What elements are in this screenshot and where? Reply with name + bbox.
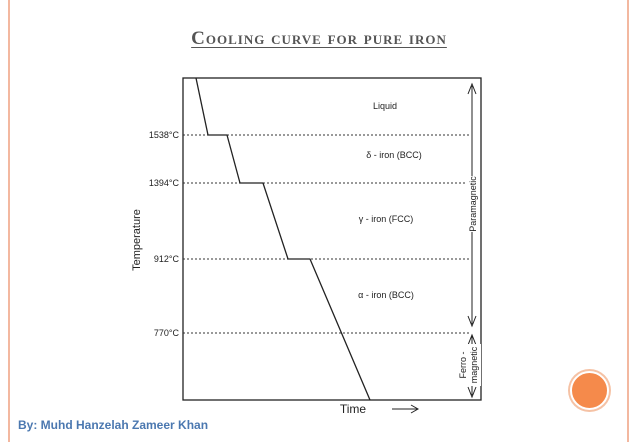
ferromagnetic-label-line1: Ferro -	[458, 351, 468, 378]
temp-label-770: 770°C	[154, 328, 180, 338]
ferromagnetic-label-gap	[459, 344, 481, 386]
ferromagnetic-arrow-up	[467, 333, 477, 346]
x-axis-label: Time	[340, 402, 367, 416]
phase-gamma-iron: γ - iron (FCC)	[359, 214, 414, 224]
cooling-curve-line	[195, 77, 371, 401]
ferromagnetic-arrow-down	[467, 386, 477, 399]
paramagnetic-arrow-up	[467, 82, 477, 95]
phase-liquid: Liquid	[373, 101, 397, 111]
phase-alpha-iron: α - iron (BCC)	[358, 290, 414, 300]
paramagnetic-arrow-down	[467, 315, 477, 328]
left-border-line	[8, 0, 10, 442]
phase-delta-iron: δ - iron (BCC)	[366, 150, 422, 160]
author-credit: By: Muhd Hanzelah Zameer Khan	[18, 418, 209, 432]
ferromagnetic-label-line2: magnetic	[469, 346, 479, 383]
temp-label-1538: 1538°C	[149, 130, 180, 140]
time-arrow-head	[410, 404, 420, 414]
right-border-line	[627, 0, 629, 442]
paramagnetic-label-gap	[466, 176, 478, 232]
temp-label-912: 912°C	[154, 254, 180, 264]
temp-label-1394: 1394°C	[149, 178, 180, 188]
slide-title: Cooling curve for pure iron	[191, 28, 447, 49]
paramagnetic-label: Paramagnetic	[468, 176, 478, 232]
plot-frame	[182, 77, 482, 401]
y-axis-label: Temperature	[131, 209, 143, 271]
orange-decorative-circle	[570, 371, 609, 410]
